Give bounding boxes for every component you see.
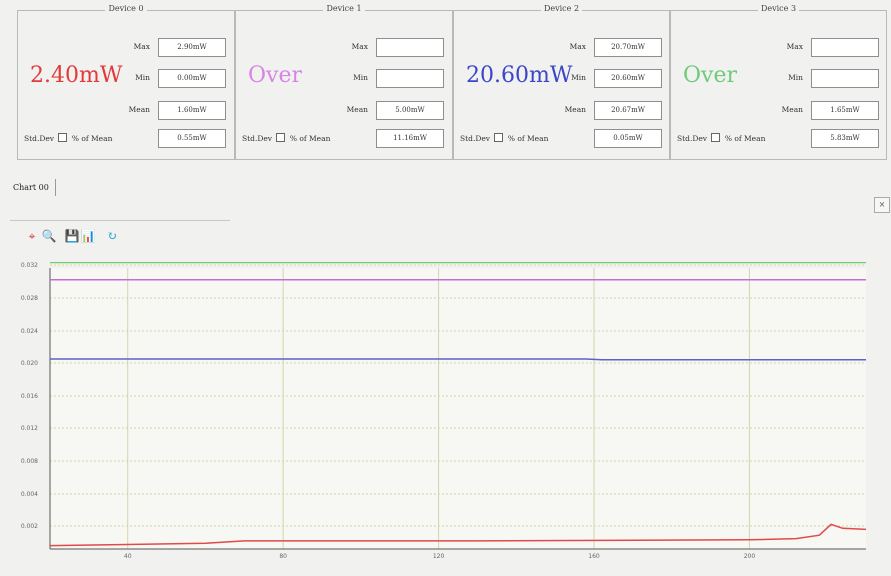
max-label: Max [569,42,586,51]
std-dev-label: Std.Dev % of Mean [460,133,548,143]
min-label: Min [788,73,803,82]
mean-field[interactable]: 1.65mW [811,101,879,120]
device-title-text: Device 1 [323,4,365,13]
percent-of-mean-checkbox[interactable] [494,133,504,142]
plot-area [50,268,866,549]
max-field[interactable]: 20.70mW [594,38,662,57]
percent-of-mean-label: % of Mean [289,134,331,143]
x-tick-label: 120 [433,553,445,560]
y-tick-label: 0.032 [21,262,38,269]
device-title: Device 2 [454,4,669,13]
y-tick-label: 0.002 [21,523,38,530]
device-2-panel: Device 2 20.60mW Max 20.70mW Min 20.60mW… [453,4,670,160]
zoom-icon[interactable]: 🔍 [41,229,57,243]
series-line-device-2 [50,358,866,361]
max-field[interactable] [811,38,879,57]
device-1-panel: Device 1 Over Max Min Mean 5.00mW Std.De… [235,4,453,160]
mean-label: Mean [781,105,803,114]
min-label: Min [135,73,150,82]
std-dev-text: Std.Dev [677,134,708,143]
close-chart-button[interactable]: × [874,197,890,213]
mean-field[interactable]: 1.60mW [158,101,226,120]
device-title-text: Device 3 [757,4,800,13]
x-tick-label: 200 [744,553,756,560]
y-tick-label: 0.020 [21,360,38,367]
percent-of-mean-checkbox[interactable] [58,133,68,142]
device-reading: Over [683,63,738,88]
crosshair-icon[interactable]: ⌖ [28,229,36,243]
std-dev-label: Std.Dev % of Mean [242,133,330,143]
min-label: Min [571,73,586,82]
device-title-text: Device 0 [105,4,147,13]
std-dev-field[interactable]: 0.55mW [158,129,226,148]
mean-label: Mean [564,105,586,114]
max-label: Max [351,42,368,51]
max-label: Max [786,42,803,51]
device-3-panel: Device 3 Over Max Min Mean 1.65mW Std.De… [670,4,887,160]
std-dev-text: Std.Dev [24,134,55,143]
mean-field[interactable]: 20.67mW [594,101,662,120]
max-label: Max [133,42,150,51]
save-icon[interactable]: 💾 [64,229,80,243]
device-panels: Device 0 2.40mW Max 2.90mW Min 0.00mW Me… [17,4,887,162]
std-dev-text: Std.Dev [242,134,273,143]
device-reading: 20.60mW [466,63,573,88]
std-dev-field[interactable]: 0.05mW [594,129,662,148]
y-tick-label: 0.012 [21,425,38,432]
power-chart: 0.002 0.004 0.008 0.012 0.016 0.020 0.024 0.028… [21,262,867,560]
tab-divider [10,220,230,221]
std-dev-text: Std.Dev [460,134,491,143]
x-tick-label: 80 [279,553,287,560]
min-label: Min [353,73,368,82]
std-dev-label: Std.Dev % of Mean [677,133,765,143]
tab-chart-00[interactable]: Chart 00 [10,179,56,196]
device-title: Device 3 [671,4,886,13]
x-tick-label: 160 [588,553,600,560]
min-field[interactable] [376,69,444,88]
percent-of-mean-checkbox[interactable] [276,133,286,142]
std-dev-field[interactable]: 11.16mW [376,129,444,148]
mean-label: Mean [346,105,368,114]
mean-label: Mean [128,105,150,114]
max-field[interactable] [376,38,444,57]
percent-of-mean-label: % of Mean [507,134,549,143]
export-data-icon[interactable]: 📊 [80,229,96,243]
max-field[interactable]: 2.90mW [158,38,226,57]
y-tick-label: 0.004 [21,491,38,498]
mean-field[interactable]: 5.00mW [376,101,444,120]
device-reading: Over [248,63,303,88]
percent-of-mean-checkbox[interactable] [711,133,721,142]
min-field[interactable] [811,69,879,88]
x-tick-label: 40 [124,553,132,560]
percent-of-mean-label: % of Mean [724,134,766,143]
device-title: Device 0 [18,4,234,13]
y-tick-label: 0.008 [21,458,38,465]
y-tick-label: 0.028 [21,295,38,302]
device-0-panel: Device 0 2.40mW Max 2.90mW Min 0.00mW Me… [17,4,235,160]
std-dev-label: Std.Dev % of Mean [24,133,112,143]
device-title: Device 1 [236,4,452,13]
percent-of-mean-label: % of Mean [71,134,113,143]
std-dev-field[interactable]: 5.83mW [811,129,879,148]
device-reading: 2.40mW [30,63,123,88]
refresh-icon[interactable]: ↻ [106,229,118,243]
y-tick-label: 0.024 [21,328,38,335]
device-title-text: Device 2 [540,4,583,13]
y-tick-label: 0.016 [21,393,38,400]
min-field[interactable]: 20.60mW [594,69,662,88]
min-field[interactable]: 0.00mW [158,69,226,88]
series-line-device-3 [49,523,867,547]
